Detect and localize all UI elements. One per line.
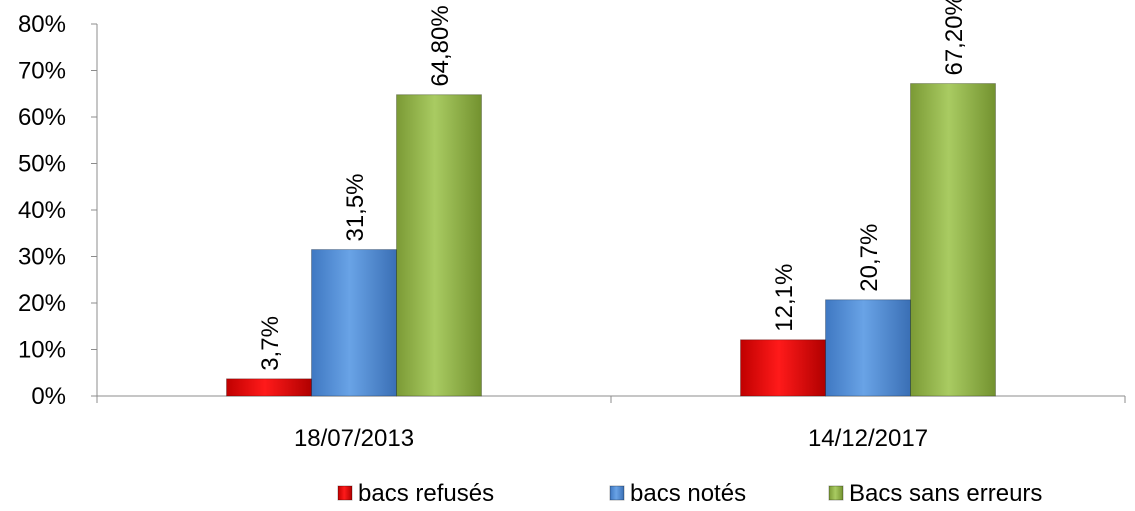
legend-swatch bbox=[828, 485, 844, 501]
bar bbox=[226, 378, 312, 397]
y-tick-label: 80% bbox=[18, 11, 66, 38]
data-label: 67,20% bbox=[941, 0, 968, 76]
bar bbox=[825, 299, 911, 397]
y-tick-label: 50% bbox=[18, 151, 66, 178]
x-category-label: 18/07/2013 bbox=[294, 425, 414, 452]
data-label: 12,1% bbox=[771, 264, 798, 332]
bar bbox=[740, 339, 826, 397]
x-category-label: 14/12/2017 bbox=[808, 425, 928, 452]
data-label: 31,5% bbox=[342, 173, 369, 241]
y-tick-label: 30% bbox=[18, 244, 66, 271]
y-tick-label: 40% bbox=[18, 197, 66, 224]
y-tick-label: 10% bbox=[18, 337, 66, 364]
bar bbox=[910, 83, 996, 397]
legend-label: Bacs sans erreurs bbox=[849, 480, 1042, 506]
y-tick-label: 60% bbox=[18, 104, 66, 131]
bar bbox=[396, 94, 482, 397]
legend-label: bacs refusés bbox=[358, 480, 494, 506]
y-tick-label: 0% bbox=[31, 383, 66, 410]
y-tick-label: 20% bbox=[18, 290, 66, 317]
legend-swatch bbox=[337, 485, 353, 501]
data-label: 3,7% bbox=[257, 316, 284, 371]
data-label: 20,7% bbox=[856, 224, 883, 292]
data-label: 64,80% bbox=[427, 5, 454, 86]
legend-label: bacs notés bbox=[630, 480, 746, 506]
legend-swatch bbox=[609, 485, 625, 501]
bar bbox=[311, 249, 397, 397]
y-tick-label: 70% bbox=[18, 58, 66, 85]
